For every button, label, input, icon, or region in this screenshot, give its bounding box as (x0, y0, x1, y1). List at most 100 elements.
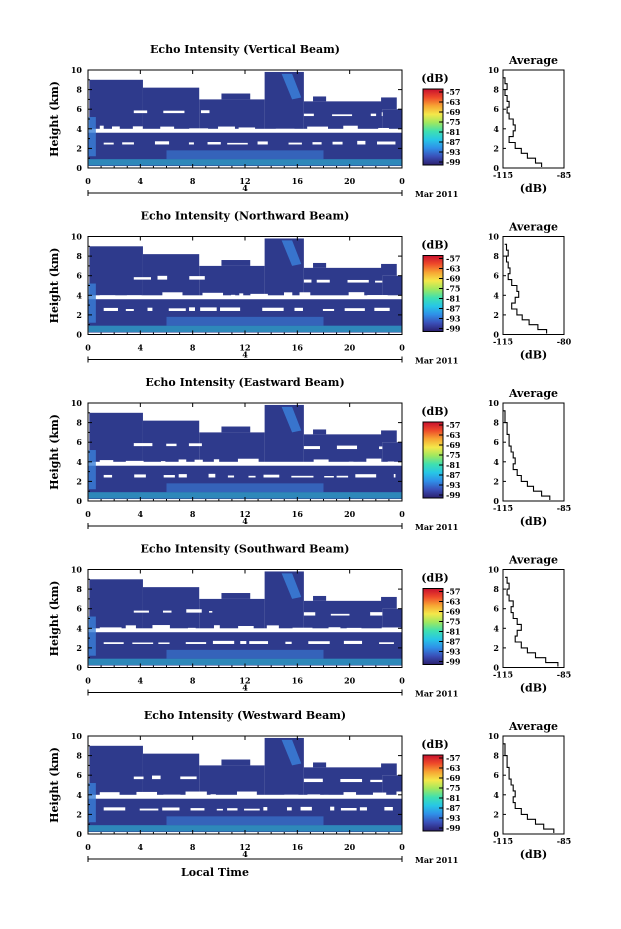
echo-boundary-layer (166, 150, 324, 160)
month-label: Mar 2011 (415, 522, 458, 532)
average-y-tick-label: 2 (493, 476, 499, 486)
clear-air-gap (238, 626, 254, 632)
average-x-tick-label: -115 (493, 170, 513, 180)
clear-air-gap (231, 294, 236, 299)
x-tick-label: 8 (190, 509, 196, 519)
clear-air-gap (294, 307, 303, 311)
clear-air-gap (285, 641, 292, 644)
clear-air-gap (370, 612, 383, 616)
colorbar-tick-label: -69 (446, 440, 461, 450)
average-y-tick-label: 10 (488, 232, 500, 242)
colorbar-tick-label: -81 (446, 460, 460, 470)
y-tick-label: 0 (76, 496, 82, 506)
average-x-tick-label: -115 (493, 337, 513, 347)
x-tick-label: 20 (344, 176, 356, 186)
clear-air-gap (216, 808, 223, 811)
clear-air-gap (190, 808, 205, 811)
clear-air-gap (147, 307, 153, 311)
y-tick-label: 4 (76, 290, 82, 300)
x-tick-label: 12 (239, 842, 250, 852)
clear-air-gap (238, 127, 256, 132)
clear-air-gap (218, 126, 235, 132)
y-axis-label: Height (km) (48, 581, 61, 657)
clear-air-gap (213, 625, 220, 632)
clear-air-gap (384, 806, 393, 811)
clear-air-gap (103, 642, 124, 644)
y-axis-label: Height (km) (48, 747, 61, 823)
echo-cloud-block (381, 97, 397, 110)
clear-air-gap (381, 627, 401, 632)
clear-air-gap (99, 125, 104, 132)
month-label: Mar 2011 (415, 689, 458, 699)
clear-air-gap (180, 776, 197, 780)
colorbar-tick-label: -57 (446, 753, 460, 763)
echo-cloud-block (199, 265, 265, 296)
clear-air-gap (99, 295, 116, 299)
colorbar-tick-label: -93 (446, 480, 461, 490)
echo-cloud-block (142, 87, 200, 129)
colorbar-tick-label: -63 (446, 597, 461, 607)
echo-surface-layer (88, 825, 402, 832)
x-tick-label: 0 (399, 176, 405, 186)
clear-air-gap (284, 292, 293, 299)
clear-air-gap (393, 473, 396, 478)
x-tick-label: 12 (239, 343, 250, 353)
average-frame (502, 402, 565, 502)
clear-air-gap (185, 791, 207, 798)
y-tick-label: 8 (76, 85, 82, 95)
clear-air-gap (303, 279, 312, 283)
colorbar-tick-label: -93 (446, 813, 461, 823)
average-y-tick-label: 0 (493, 829, 499, 839)
clear-air-gap (367, 295, 388, 299)
clear-air-gap (125, 625, 136, 632)
echo-cloud-block (142, 420, 200, 462)
echo-cloud-block (89, 246, 143, 296)
x-tick-label: 20 (344, 343, 356, 353)
clear-air-gap (374, 307, 390, 311)
x-tick-label: 0 (399, 509, 405, 519)
x-tick-label: 0 (85, 842, 91, 852)
clear-air-gap (122, 142, 134, 145)
clear-air-gap (312, 142, 322, 145)
echo-cloud-block (382, 775, 402, 795)
echo-cloud-block (264, 71, 304, 129)
average-x-label: (dB) (520, 682, 547, 695)
clear-air-gap (307, 126, 329, 132)
echo-cloud-block (89, 412, 143, 462)
clear-air-gap (209, 611, 213, 613)
colorbar-tick-label: -57 (446, 254, 460, 264)
average-x-tick-label: -115 (493, 836, 513, 846)
clear-air-gap (189, 128, 209, 132)
colorbar-tick-label: -87 (446, 304, 460, 314)
average-y-tick-label: 2 (493, 143, 499, 153)
colorbar-tick-label: -93 (446, 147, 461, 157)
average-frame (502, 735, 565, 835)
y-tick-label: 2 (76, 643, 82, 653)
average-frame (502, 69, 565, 169)
clear-air-gap (328, 627, 341, 632)
echo-cloud-block (313, 595, 327, 601)
x-tick-label: 16 (292, 343, 304, 353)
clear-air-gap (303, 612, 316, 616)
clear-air-gap (99, 627, 122, 632)
clear-air-gap (348, 292, 365, 299)
echo-cloud-block (89, 579, 143, 629)
echo-surface-layer (88, 658, 402, 666)
colorbar-tick-label: -87 (446, 637, 460, 647)
echo-cloud-block (381, 763, 397, 776)
y-tick-label: 4 (76, 790, 82, 800)
clear-air-gap (213, 459, 220, 465)
echo-cloud-block (381, 263, 397, 276)
clear-air-gap (359, 807, 367, 811)
clear-air-gap (264, 795, 273, 798)
x-tick-label: 0 (399, 343, 405, 353)
clear-air-gap (133, 610, 149, 613)
x-tick-label: 8 (190, 676, 196, 686)
echo-plume (281, 240, 302, 266)
echo-cloud-block (264, 737, 304, 795)
colorbar-tick-label: -75 (446, 450, 460, 460)
y-tick-label: 6 (76, 104, 82, 114)
average-x-tick-label: -80 (557, 337, 572, 347)
clear-air-gap (330, 806, 335, 811)
x-tick-label: 4 (138, 509, 144, 519)
